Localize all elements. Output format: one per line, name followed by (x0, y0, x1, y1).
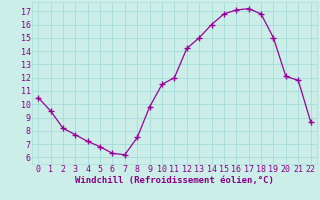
X-axis label: Windchill (Refroidissement éolien,°C): Windchill (Refroidissement éolien,°C) (75, 176, 274, 185)
